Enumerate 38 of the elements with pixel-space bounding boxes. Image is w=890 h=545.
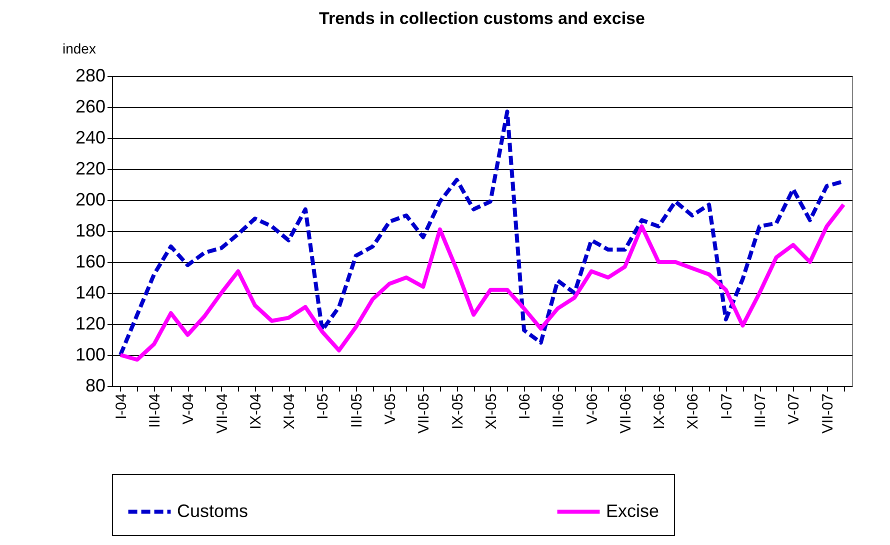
x-tick-label: IX-06	[651, 394, 668, 430]
x-tick-label: V-06	[584, 394, 601, 424]
x-tick-label: IX-05	[449, 394, 466, 430]
x-tick-label: VII-04	[214, 394, 231, 434]
legend-label: Excise	[606, 500, 660, 521]
y-tick-label: 160	[75, 252, 106, 272]
y-tick-label: 260	[75, 96, 106, 116]
x-tick-label: XI-04	[281, 394, 298, 430]
x-tick-label: I-07	[718, 394, 736, 420]
x-tick-label: III-05	[348, 394, 366, 428]
y-axis-title: index	[62, 40, 96, 56]
y-tick-label: 180	[75, 220, 106, 240]
x-tick-label: VII-05	[416, 394, 433, 434]
y-tick-label: 200	[75, 190, 106, 210]
x-tick-label: I-04	[112, 394, 130, 420]
y-tick-label: 280	[75, 66, 106, 86]
x-tick-label: I-06	[516, 394, 534, 420]
x-tick-label: V-07	[786, 394, 803, 424]
y-tick-label: 140	[75, 282, 106, 302]
x-tick-label: VII-07	[819, 394, 836, 434]
x-tick-label: IX-04	[247, 394, 264, 430]
x-tick-label: III-07	[752, 394, 769, 428]
line-series	[118, 202, 846, 362]
x-tick-label: I-05	[314, 394, 332, 420]
x-tick-label: V-05	[382, 394, 399, 424]
x-tick-label: XI-05	[482, 394, 500, 430]
y-tick-label: 100	[75, 344, 106, 364]
x-tick-label: VII-06	[617, 394, 634, 434]
x-tick-label: XI-06	[684, 394, 702, 430]
legend-label: Customs	[177, 500, 248, 521]
x-tick-label: III-04	[146, 394, 164, 428]
y-tick-label: 80	[85, 376, 106, 396]
y-tick-label: 220	[75, 158, 106, 178]
x-tick-label: III-06	[550, 394, 568, 428]
chart-title: Trends in collection customs and excise	[319, 9, 645, 28]
y-tick-label: 240	[75, 128, 106, 148]
x-tick-label: V-04	[180, 394, 198, 424]
y-tick-label: 120	[75, 314, 106, 334]
